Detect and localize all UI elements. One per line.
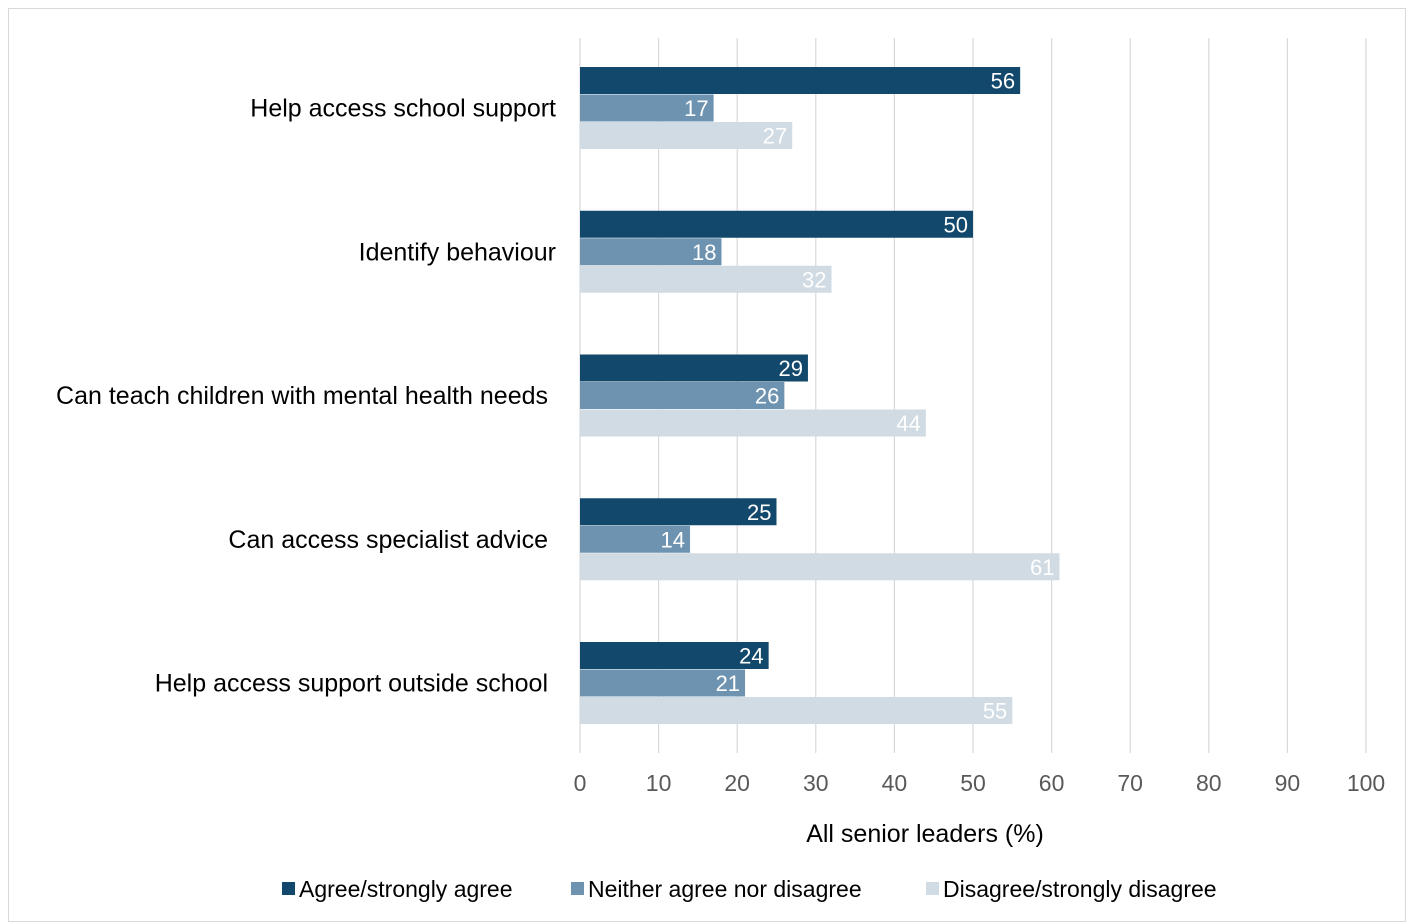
bar	[580, 669, 746, 697]
data-label: 21	[716, 671, 740, 696]
x-tick-label: 90	[1275, 770, 1301, 796]
category-labels: Help access school support Identify behav…	[56, 95, 556, 698]
bar	[580, 498, 777, 526]
data-label: 32	[802, 267, 826, 292]
category-label: Can access specialist advice	[228, 526, 548, 554]
bar	[580, 382, 785, 409]
bar	[580, 409, 926, 437]
legend-swatch	[926, 882, 939, 895]
legend-swatch	[571, 882, 584, 895]
x-tick-label: 40	[882, 770, 908, 796]
x-axis-title: All senior leaders (%)	[806, 820, 1044, 848]
data-label: 44	[896, 411, 920, 436]
bar	[580, 210, 973, 238]
bar	[580, 642, 769, 669]
data-label: 24	[739, 644, 763, 669]
bar	[580, 697, 1013, 724]
x-tick-label: 10	[646, 770, 672, 796]
data-label: 61	[1030, 555, 1054, 580]
x-tick-label: 30	[803, 770, 829, 796]
bar	[580, 122, 793, 149]
data-label: 27	[763, 124, 787, 149]
legend: Agree/strongly agree Neither agree nor di…	[282, 876, 1217, 902]
bar	[580, 265, 832, 293]
category-label: Help access support outside school	[155, 670, 548, 698]
data-label: 14	[661, 527, 685, 552]
x-tick-label: 100	[1347, 770, 1385, 796]
x-tick-labels: 0 10 20 30 40 50 60 70 80 90 100	[574, 770, 1386, 796]
bar	[580, 354, 808, 382]
category-label: Can teach children with mental health ne…	[56, 382, 548, 410]
x-tick-label: 60	[1039, 770, 1065, 796]
category-label: Help access school support	[250, 95, 556, 123]
x-tick-label: 50	[960, 770, 986, 796]
x-tick-label: 80	[1196, 770, 1222, 796]
legend-label: Neither agree nor disagree	[588, 876, 862, 902]
chart-frame	[8, 8, 1406, 922]
data-label: 25	[747, 500, 771, 525]
legend-label: Agree/strongly agree	[299, 876, 513, 902]
x-tick-label: 20	[724, 770, 750, 796]
data-label: 29	[778, 356, 802, 381]
bar	[580, 525, 691, 553]
data-label: 50	[944, 212, 968, 237]
data-label: 17	[684, 96, 708, 121]
legend-label: Disagree/strongly disagree	[943, 876, 1217, 902]
gridlines	[579, 38, 1367, 753]
x-tick-label: 70	[1117, 770, 1143, 796]
bar	[580, 94, 714, 122]
bar	[580, 238, 722, 266]
data-label: 18	[692, 240, 716, 265]
category-label: Identify behaviour	[359, 238, 556, 266]
data-label: 56	[991, 69, 1015, 94]
legend-swatch	[282, 882, 295, 895]
bar	[580, 553, 1060, 581]
data-label: 26	[755, 384, 779, 409]
data-label: 55	[983, 699, 1007, 724]
bar	[580, 67, 1021, 94]
x-tick-label: 0	[574, 770, 587, 796]
